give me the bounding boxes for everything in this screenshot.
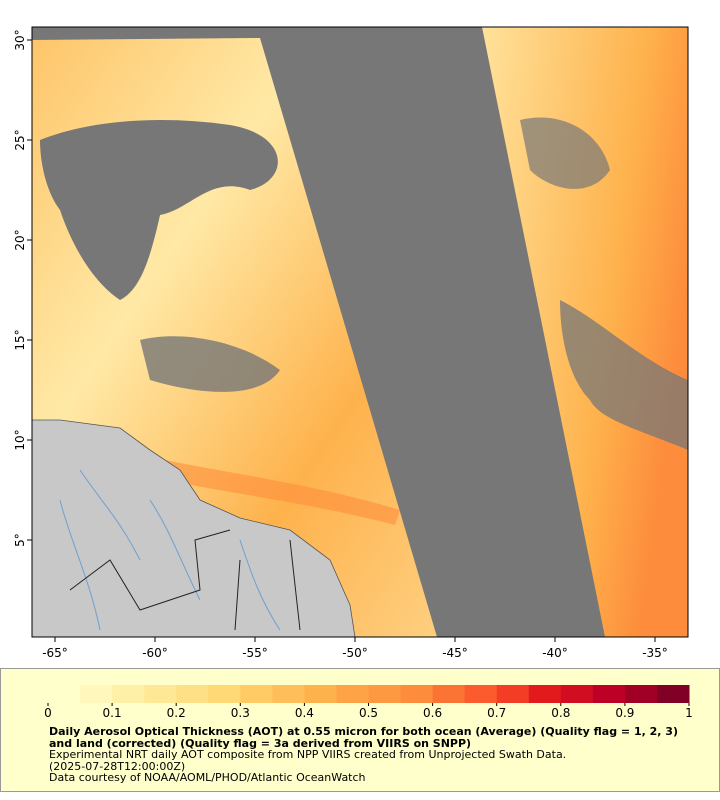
caption-title: Daily Aerosol Optical Thickness (AOT) at… [49,725,678,750]
colorbar-step [624,685,658,703]
colorbar-step [336,685,369,703]
caption: Daily Aerosol Optical Thickness (AOT) at… [49,726,689,784]
cloud [140,336,280,392]
colorbar-tick-label: 0.4 [295,706,314,719]
colorbar-step [528,685,562,703]
colorbar-tick-label: 0.5 [359,706,378,719]
colorbar-step [496,685,530,703]
colorbar: 0 0.1 0.2 0.3 0.4 0.5 0.6 0.7 0.8 0.9 1 [44,685,693,719]
cloud [560,300,688,450]
y-tick-label: 20° [13,229,27,250]
colorbar-tick-label: 0.1 [103,706,122,719]
caption-line: Experimental NRT daily AOT composite fro… [49,748,567,761]
colorbar-step [560,685,594,703]
colorbar-step [272,685,305,703]
x-tick-label: -55° [242,646,268,660]
x-tick-label: -60° [142,646,168,660]
colorbar-tick-label: 0.9 [615,706,634,719]
y-tick-label: 25° [13,129,27,150]
legend: 0 0.1 0.2 0.3 0.4 0.5 0.6 0.7 0.8 0.9 1 Daily Aero… [0,668,720,792]
y-tick-label: 15° [13,329,27,350]
caption-line: (2025-07-28T12:00:00Z) [49,759,186,773]
colorbar-step [240,685,273,703]
colorbar-step [464,685,498,703]
colorbar-step [400,685,434,703]
colorbar-step [112,685,145,703]
colorbar-step [432,685,466,703]
river [59,469,281,631]
colorbar-step [80,685,113,703]
colorbar-tick-label: 0.8 [551,706,570,719]
map: -65° -60° -55° -50° -45° -40° -35° 5° 10° 15° 20° 2… [13,26,689,660]
cloud [520,117,610,189]
x-tick-label: -35° [642,646,668,660]
colorbar-step [304,685,337,703]
colorbar-tick-label: 0.7 [487,706,506,719]
colorbar-tick-label: 0 [44,706,52,719]
colorbar-step [368,685,402,703]
aerosol-plume [120,450,400,525]
colorbar-step [592,685,626,703]
y-tick-label: 5° [13,533,27,547]
colorbar-step [176,685,209,703]
colorbar-tick-label: 0.2 [167,706,186,719]
x-tick-label: -50° [342,646,368,660]
colorbar-tick-label: 1 [685,706,693,719]
x-tick-label: -45° [442,646,468,660]
colorbar-step [208,685,241,703]
cloud [40,120,278,300]
map-frame [31,26,689,638]
colorbar-step [144,685,177,703]
colorbar-step [48,685,81,703]
colorbar-tick-label: 0.3 [231,706,250,719]
colorbar-tick-label: 0.6 [423,706,442,719]
border [69,529,301,631]
y-tick-label: 10° [13,429,27,450]
colorbar-step [656,685,690,703]
x-tick-label: -40° [542,646,568,660]
x-tick-label: -65° [42,646,68,660]
caption-line: Data courtesy of NOAA/AOML/PHOD/Atlantic… [49,771,366,784]
y-tick-label: 30° [13,29,27,50]
